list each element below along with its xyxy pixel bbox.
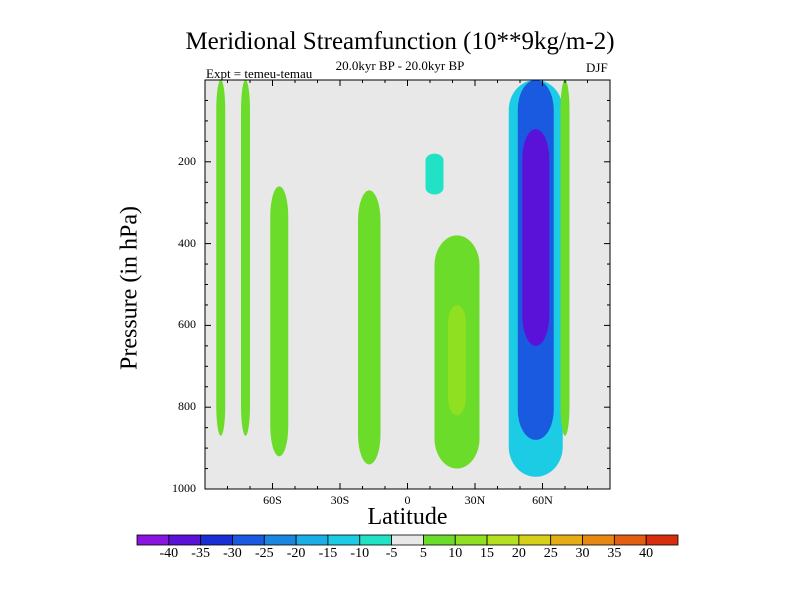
colorbar-label: -5 — [385, 546, 398, 561]
colorbar-swatch — [550, 534, 583, 546]
chart-subtitle: 20.0kyr BP - 20.0kyr BP — [335, 58, 465, 73]
colorbar-swatch — [327, 534, 361, 546]
chart-title: Meridional Streamfunction (10**9kg/m-2) — [185, 28, 615, 55]
colorbar-label: -35 — [191, 546, 210, 561]
colorbar-label: 15 — [480, 546, 495, 561]
contour-region-band-15s — [358, 190, 381, 465]
contour-region-band-75s-upper — [216, 80, 226, 436]
y-tick-label: 400 — [178, 235, 196, 250]
contour-region-band-60s — [270, 186, 289, 457]
colorbar-label: 30 — [575, 546, 590, 561]
contour-region-band-70n — [560, 80, 570, 436]
colorbar-swatch — [232, 534, 265, 546]
colorbar-label: -25 — [254, 546, 274, 561]
colorbar-swatch — [136, 534, 170, 546]
x-tick-label: 0 — [404, 493, 411, 507]
x-tick-label: 30S — [330, 493, 350, 507]
colorbar-swatch — [359, 534, 392, 546]
colorbar-label: 40 — [639, 546, 654, 561]
colorbar-swatch — [582, 534, 615, 546]
colorbar-swatch — [518, 534, 552, 546]
season-label: DJF — [586, 60, 608, 75]
colorbar-label: 20 — [511, 546, 526, 561]
contour-region-midlat-nh-max — [522, 129, 550, 346]
experiment-label: Expt = temeu-temau — [206, 66, 313, 81]
y-tick-label: 800 — [178, 399, 196, 414]
colorbar-label: -30 — [223, 546, 242, 561]
colorbar-swatch — [454, 534, 488, 546]
colorbar-label: 10 — [448, 546, 463, 561]
x-axis-label: Latitude — [367, 504, 448, 530]
colorbar-swatch — [263, 534, 297, 546]
x-tick-label: 60N — [532, 493, 553, 507]
colorbar-swatch — [423, 534, 456, 546]
colorbar-swatch — [168, 534, 202, 546]
x-tick-label: 60S — [263, 493, 282, 507]
colorbar-swatch — [200, 534, 233, 546]
colorbar-swatch — [295, 534, 329, 546]
colorbar-label: 5 — [419, 546, 427, 561]
colorbar-swatch — [645, 534, 679, 546]
colorbar-label: -20 — [286, 546, 306, 561]
colorbar-label: -15 — [318, 546, 338, 561]
colorbar-swatch — [613, 534, 647, 546]
y-tick-label: 1000 — [172, 481, 196, 495]
colorbar-swatch — [486, 534, 520, 546]
colorbar-label: 25 — [543, 546, 558, 561]
contour-region-upper-eq-core — [425, 153, 444, 195]
colorbar-label: -40 — [159, 546, 179, 561]
contour-region-band-75s-right — [241, 80, 250, 436]
colorbar-label: 35 — [607, 546, 622, 561]
colorbar-label: -10 — [350, 546, 370, 561]
y-tick-label: 600 — [178, 317, 196, 332]
x-tick-label: 30N — [464, 493, 486, 507]
contour-region-subtropic-nh-core — [448, 304, 466, 416]
colorbar-swatch — [391, 534, 424, 546]
y-tick-label: 200 — [178, 153, 196, 168]
